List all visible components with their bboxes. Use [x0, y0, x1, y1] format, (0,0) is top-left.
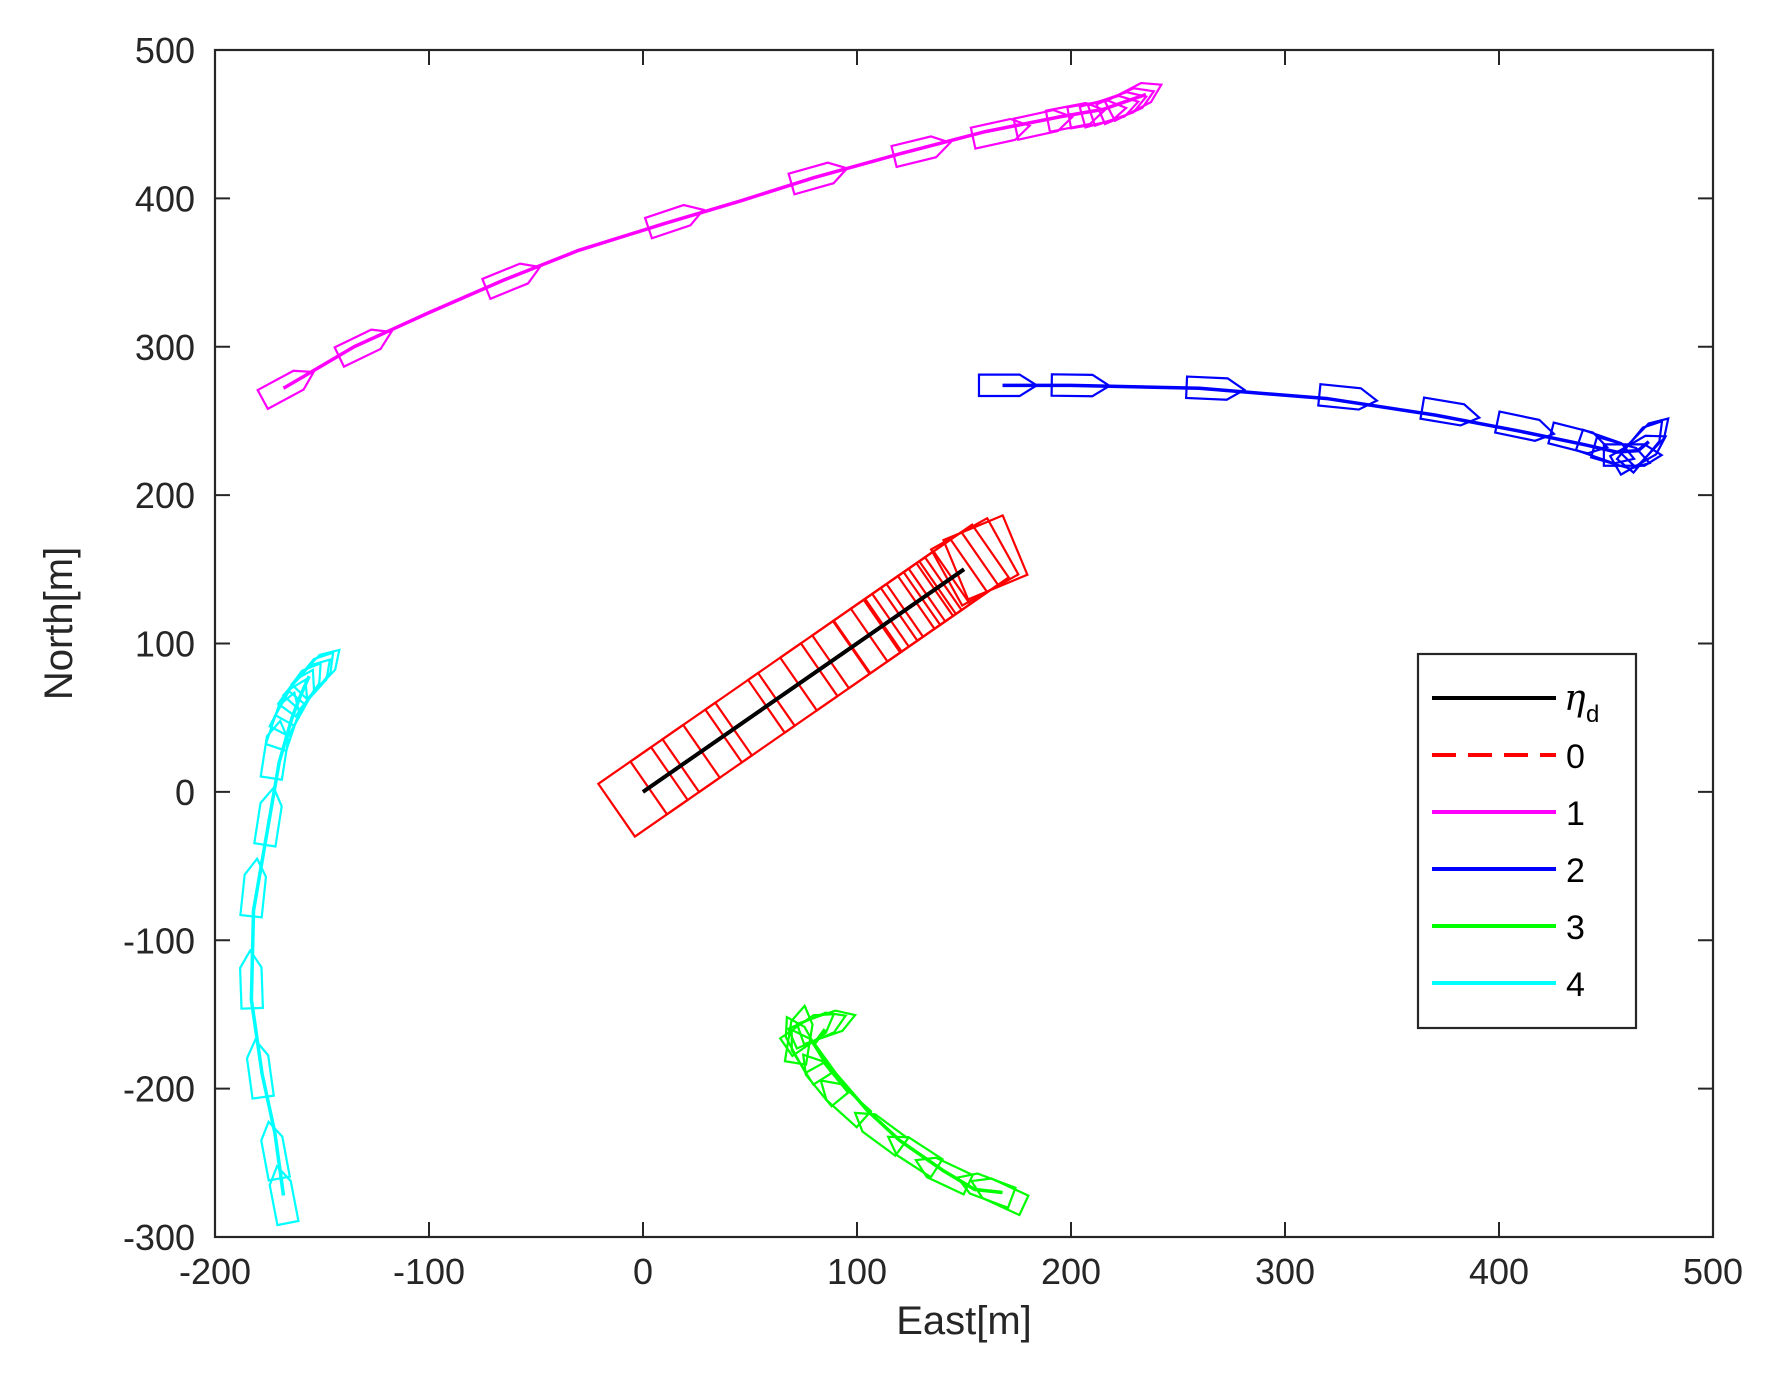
y-tick-label: 300 [135, 327, 195, 368]
x-axis-title: East[m] [896, 1299, 1032, 1343]
series-4 [238, 648, 341, 1227]
legend-label-subscript: d [1586, 701, 1599, 728]
y-tick-label: -100 [123, 920, 195, 961]
vessel-marker [281, 658, 332, 712]
vessel-marker [333, 328, 394, 369]
x-tick-label: 0 [633, 1251, 653, 1292]
axes: -200 -100 0 100 200 300 400 500-300-200-1000100… [123, 30, 1743, 1292]
series-line [282, 92, 1147, 390]
y-tick-label: -200 [123, 1069, 195, 1110]
x-tick-label: 500 [1683, 1251, 1743, 1292]
vessel-marker [1602, 443, 1664, 467]
series-2 [977, 373, 1670, 477]
y-tick-label: 100 [135, 624, 195, 665]
vessel-marker [787, 161, 850, 196]
series-line [812, 1028, 1003, 1195]
y-axis-title: North[m] [37, 547, 81, 700]
y-tick-label: 200 [135, 475, 195, 516]
series-line [249, 675, 311, 1196]
y-tick-label: 0 [175, 772, 195, 813]
reference-line [642, 567, 965, 794]
legend-box [1416, 652, 1638, 1030]
plot-area [238, 81, 1670, 1227]
vessel-marker [238, 948, 265, 1010]
x-tick-label: 300 [1255, 1251, 1315, 1292]
x-tick-label: 400 [1469, 1251, 1529, 1292]
legend-label: 4 [1566, 966, 1585, 1004]
vessel-marker [1103, 81, 1164, 123]
legend-label: η [1564, 678, 1586, 719]
legend-label: 1 [1566, 795, 1585, 833]
vessel-marker [253, 785, 283, 848]
vessel-marker [1618, 417, 1670, 470]
x-tick-label: -200 [179, 1251, 251, 1292]
series-3 [778, 1003, 1030, 1217]
legend-label: 0 [1566, 738, 1585, 776]
vessel-marker [784, 1015, 826, 1075]
x-tick-label: -100 [393, 1251, 465, 1292]
legend-label: 3 [1566, 909, 1585, 947]
vessel-marker [480, 262, 542, 301]
series-0 [596, 514, 1029, 839]
x-tick-label: 100 [827, 1251, 887, 1292]
legend: η d0 1 2 3 4 [1416, 652, 1638, 1030]
vessel-marker [1184, 375, 1247, 401]
vessel-marker [955, 1172, 1017, 1210]
vessel-marker [245, 1037, 275, 1100]
y-tick-label: 500 [135, 30, 195, 71]
vessel-marker [969, 117, 1032, 150]
y-tick-label: 400 [135, 178, 195, 219]
series-line [1002, 383, 1650, 454]
vessel-marker [643, 203, 706, 240]
y-tick-label: -300 [123, 1217, 195, 1258]
vessel-marker [268, 1164, 300, 1227]
vessel-marker [1050, 373, 1112, 398]
vessel-marker [1608, 434, 1668, 477]
legend-label: 2 [1566, 852, 1585, 890]
vessel-marker [929, 516, 1020, 608]
vessel-marker [941, 514, 1029, 601]
series-1 [256, 81, 1164, 411]
axes-box [213, 48, 1715, 1239]
x-tick-label: 200 [1041, 1251, 1101, 1292]
vessel-marker [853, 1111, 910, 1158]
vessel-marker [289, 648, 341, 701]
vessel-marker [890, 135, 953, 169]
vessel-marker [256, 369, 316, 411]
vessel-marker [977, 373, 1039, 398]
vessel-marker [795, 1009, 858, 1046]
